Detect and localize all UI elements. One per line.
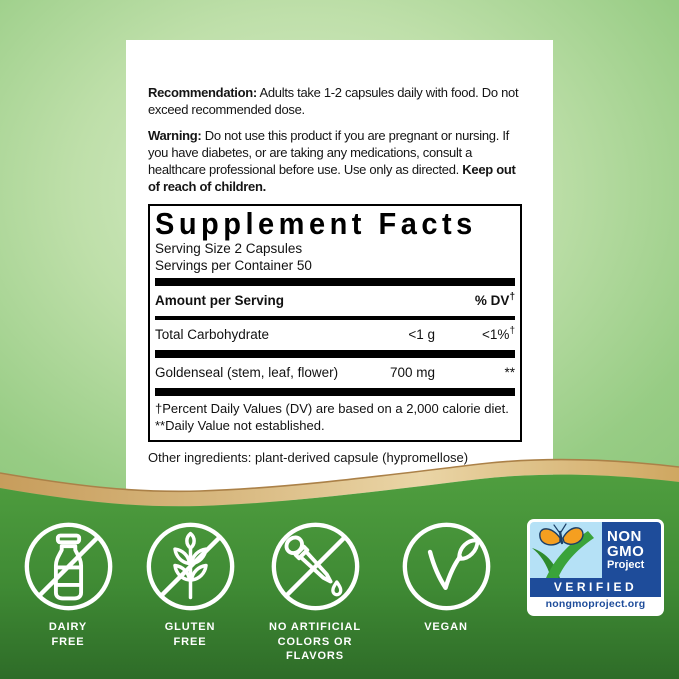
servings-per-container: Servings per Container 50 xyxy=(155,258,312,273)
dv-footnote: †Percent Daily Values (DV) are based on … xyxy=(155,401,509,416)
other-ingredients: Other ingredients: plant-derived capsule… xyxy=(148,450,469,465)
verified-band: VERIFIED xyxy=(530,578,661,597)
no-artificial-colors-icon xyxy=(271,522,359,611)
warning-lead: Warning: xyxy=(148,128,202,143)
badge-label: DAIRY FREE xyxy=(48,621,88,648)
nutrient-row-goldenseal: Goldenseal (stem, leaf, flower) 700 mg *… xyxy=(155,365,515,380)
badge-label: GLUTEN FREE xyxy=(164,621,216,648)
no-dairy-icon xyxy=(24,522,112,611)
divider-bar xyxy=(155,278,515,286)
recommendation-paragraph: Recommendation: Adults take 1-2 capsules… xyxy=(148,84,522,118)
amount-per-serving-header: Amount per Serving xyxy=(155,293,285,308)
label-card: Recommendation: Adults take 1-2 capsules… xyxy=(126,40,553,500)
recommendation-lead: Recommendation: xyxy=(148,85,257,100)
badge-dairy-free: DAIRY FREE xyxy=(6,520,130,649)
vegan-icon xyxy=(402,522,490,611)
badge-label: NO ARTIFICIAL COLORS OR FLAVORS xyxy=(269,621,361,662)
divider-bar xyxy=(155,350,515,358)
warning-text: Do not use this product if you are pregn… xyxy=(148,128,509,177)
warning-paragraph: Warning: Do not use this product if you … xyxy=(148,127,522,195)
supplement-facts-panel: Supplement Facts Serving Size 2 Capsules… xyxy=(148,204,522,442)
butterfly-checkmark-icon xyxy=(532,523,594,578)
badge-vegan: VEGAN xyxy=(384,520,508,635)
divider-bar xyxy=(155,316,515,320)
badge-gluten-free: GLUTEN FREE xyxy=(128,520,252,649)
serving-size: Serving Size 2 Capsules xyxy=(155,241,303,256)
gold-band xyxy=(0,459,679,507)
supplement-facts-title: Supplement Facts xyxy=(155,208,477,242)
amount-header-row: Amount per Serving % DV† xyxy=(155,290,515,312)
dv-footnote-2: **Daily Value not established. xyxy=(155,418,325,433)
bottom-green-area xyxy=(0,474,679,679)
recommendation-text: Adults take 1-2 capsules daily with food… xyxy=(148,85,519,117)
non-gmo-url: nongmoproject.org xyxy=(530,597,661,613)
non-gmo-wordmark: NON GMO Project xyxy=(602,522,661,578)
divider-bar xyxy=(155,388,515,396)
warning-emphasis: Keep out of reach of children. xyxy=(148,162,516,194)
no-gluten-icon xyxy=(146,522,234,611)
non-gmo-project-verified-seal: NON GMO Project VERIFIED nongmoproject.o… xyxy=(527,519,664,616)
dv-header: % DV† xyxy=(474,291,515,308)
wave-divider xyxy=(0,458,679,679)
badge-no-artificial-colors: NO ARTIFICIAL COLORS OR FLAVORS xyxy=(253,520,377,664)
badge-label: VEGAN xyxy=(424,621,468,633)
gold-band-edge xyxy=(0,458,679,493)
nutrient-row-carbohydrate: Total Carbohydrate <1 g <1%† xyxy=(155,325,515,342)
non-gmo-sky-art xyxy=(530,522,602,578)
